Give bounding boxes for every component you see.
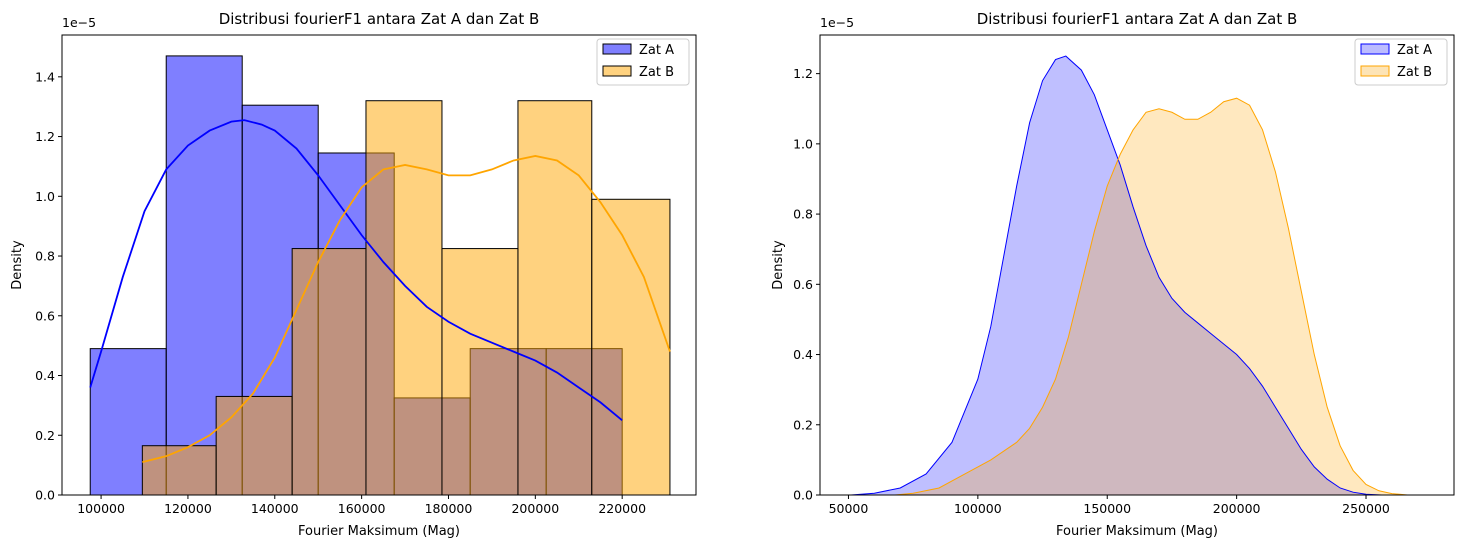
histogram-bar-zat-b: [591, 198, 671, 496]
x-tick-label: 200000: [1213, 501, 1261, 516]
y-tick-label: 0.2: [35, 428, 55, 443]
axes-frame: [61, 34, 697, 496]
legend-label-zat-a: Zat A: [639, 43, 674, 58]
kde-areas: [851, 55, 1423, 496]
x-tick-label: 180000: [425, 501, 473, 516]
y-tick-label: 0.8: [793, 207, 813, 222]
y-ticks: 0.0 0.2 0.4 0.6 0.8 1.0 1.2 1.4: [35, 69, 62, 503]
histogram-bar-zat-b: [441, 248, 519, 496]
x-tick-label: 220000: [598, 501, 646, 516]
kde-line-zat-b: [142, 155, 671, 464]
chart-title-right: Distribusi fourierF1 antara Zat A dan Za…: [977, 10, 1298, 28]
legend-label-zat-a-right: Zat A: [1397, 43, 1432, 58]
y-tick-label: 0.0: [793, 488, 813, 503]
y-tick-label: 0.4: [793, 347, 813, 362]
y-tick-label: 1.2: [35, 129, 55, 144]
y-ticks-right: 0.0 0.2 0.4 0.6 0.8 1.0 1.2: [793, 66, 820, 503]
x-axis-label: Fourier Maksimum (Mag): [298, 524, 460, 539]
y-tick-label: 1.0: [35, 189, 55, 204]
y-tick-label: 1.4: [35, 69, 55, 84]
histogram-bar-zat-b: [517, 100, 593, 496]
x-tick-label: 120000: [164, 501, 212, 516]
kde-subplot: 50000 100000 150000 200000 250000 0.00.20.40…: [771, 10, 1455, 539]
histogram-bar-zat-b: [215, 395, 293, 496]
y-tick-label: 0.6: [793, 277, 813, 292]
kde-line-zat-a: [89, 119, 623, 422]
legend-label-zat-b-right: Zat B: [1397, 65, 1432, 80]
kde-outline-zat-b: [894, 97, 1423, 496]
legend-right: Zat A Zat B: [1354, 38, 1448, 86]
x-tick-label: 50000: [829, 501, 869, 516]
kde-lines: [89, 119, 671, 464]
x-tick-label: 160000: [338, 501, 386, 516]
legend: Zat A Zat B: [596, 38, 690, 86]
y-tick-label: 0.8: [35, 249, 55, 264]
x-ticks-right: 50000 100000 150000 200000 250000: [829, 495, 1390, 516]
x-axis-label-right: Fourier Maksimum (Mag): [1056, 524, 1218, 539]
y-tick-label: 1.0: [793, 136, 813, 151]
x-tick-label: 100000: [954, 501, 1002, 516]
legend-swatch-zat-b: [602, 65, 632, 77]
histogram-bar-zat-b: [291, 248, 367, 496]
y-axis-label: Density: [10, 240, 25, 290]
x-tick-label: 140000: [251, 501, 299, 516]
y-tick-label: 0.2: [793, 417, 813, 432]
histogram-subplot: 100000 120000 140000 160000 180000 200000 2200…: [10, 10, 697, 539]
x-tick-label: 250000: [1342, 501, 1390, 516]
x-ticks: 100000 120000 140000 160000 180000 200000 2200…: [77, 495, 646, 516]
histogram-bar-zat-b: [141, 445, 217, 496]
y-offset-text-right: 1e−5: [820, 15, 854, 30]
y-tick-label: 0.6: [35, 308, 55, 323]
y-axis-label-right: Density: [771, 240, 786, 290]
kde-area-zat-b: [895, 98, 1423, 496]
kde-outline-zat-a: [851, 55, 1382, 496]
x-tick-label: 200000: [511, 501, 559, 516]
y-tick-label: 0.4: [35, 368, 55, 383]
kde-area-zat-a: [851, 56, 1382, 495]
y-tick-label: 1.2: [793, 66, 813, 81]
x-tick-label: 100000: [77, 501, 125, 516]
legend-swatch-zat-a: [602, 43, 632, 55]
legend-swatch-zat-a-right: [1360, 43, 1390, 55]
axes-frame-right: [819, 34, 1455, 496]
legend-label-zat-b: Zat B: [639, 65, 674, 80]
legend-swatch-zat-b-right: [1360, 65, 1390, 77]
y-offset-text: 1e−5: [62, 15, 96, 30]
histogram-bar-zat-b: [365, 100, 443, 496]
chart-title: Distribusi fourierF1 antara Zat A dan Za…: [219, 10, 540, 28]
y-tick-label: 0.0: [35, 488, 55, 503]
histogram-bars: [89, 55, 671, 496]
x-tick-label: 150000: [1083, 501, 1131, 516]
